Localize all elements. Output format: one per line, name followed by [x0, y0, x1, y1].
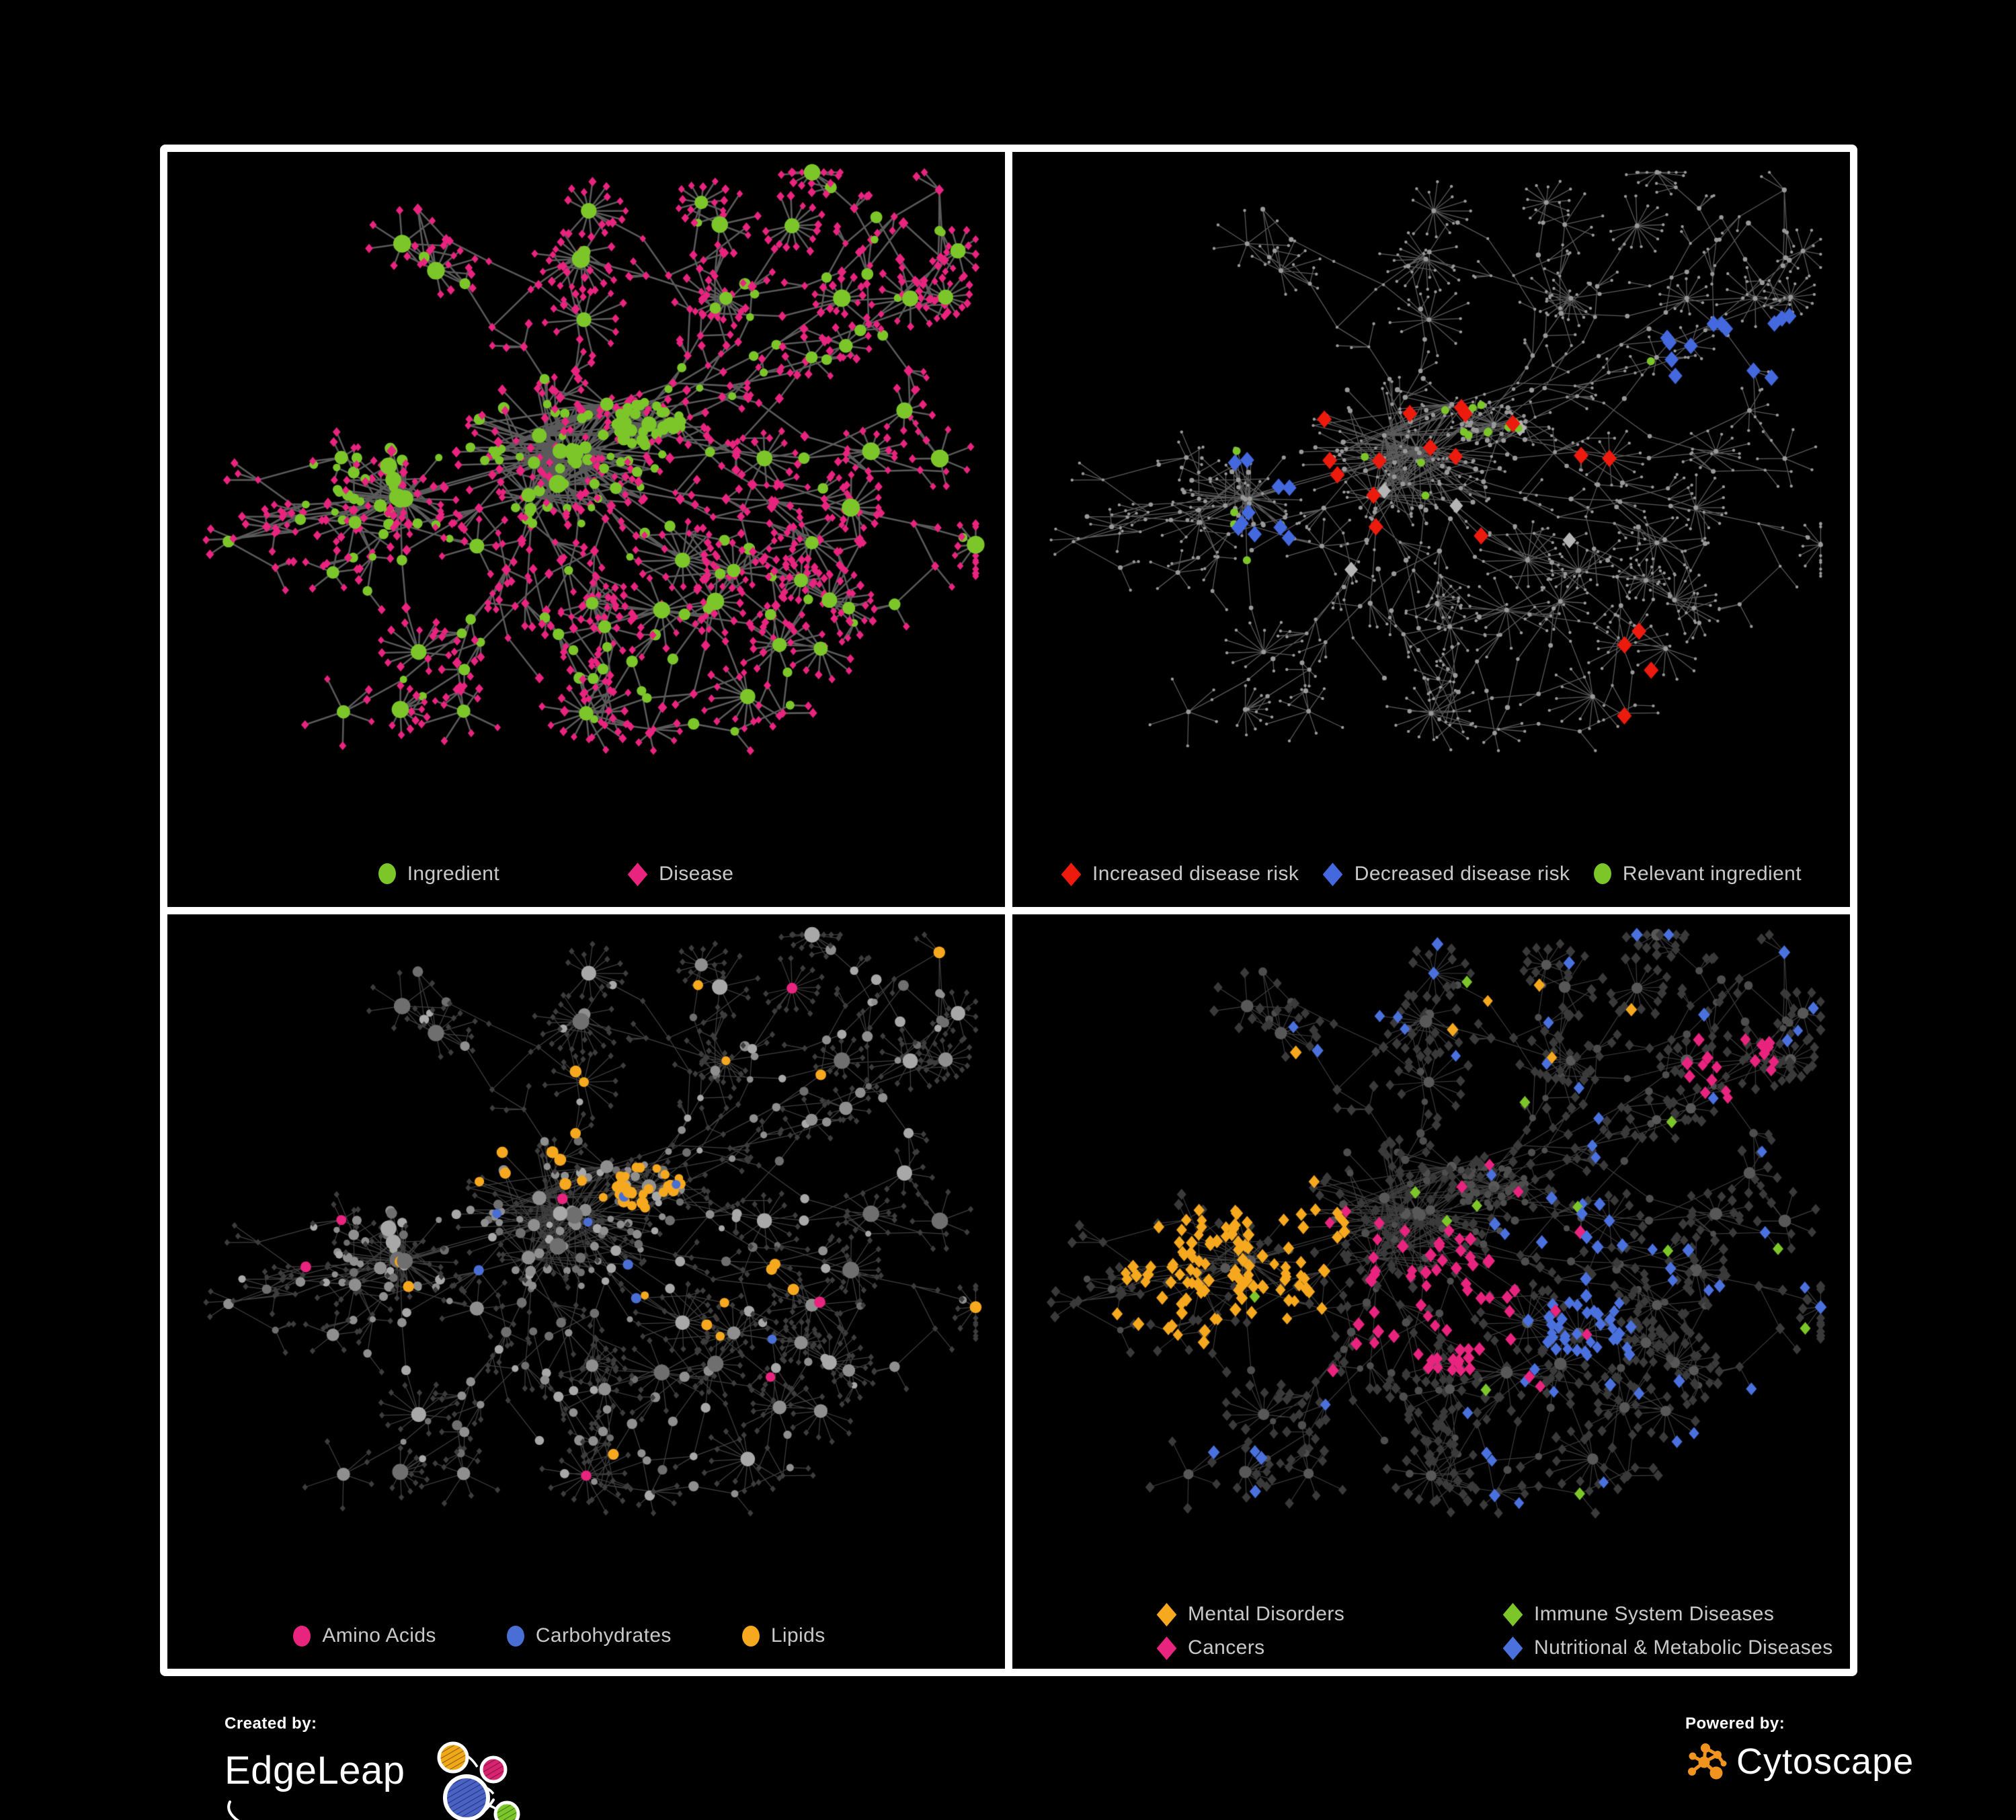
legend-label: Immune System Diseases [1534, 1603, 1775, 1625]
legend-item-amino-acids: Amino Acids [293, 1624, 436, 1647]
powered-by-label: Powered by: [1685, 1714, 1785, 1733]
edgeleap-logo-text: EdgeLeap [225, 1749, 405, 1792]
legend-item-decreased-disease-risk: Decreased disease risk [1322, 861, 1570, 886]
legend-label: Nutritional & Metabolic Diseases [1534, 1636, 1833, 1659]
diamond-swatch-icon [1061, 861, 1081, 886]
legend-item-ingredient: Ingredient [378, 863, 499, 885]
cytoscape-logo: Cytoscape [1685, 1740, 1914, 1783]
network-graph-ingredient-disease [167, 152, 1005, 832]
created-by-block: Created by: [225, 1714, 534, 1820]
network-graph-disease-classes [1012, 914, 1850, 1595]
diamond-swatch-icon [1156, 1602, 1176, 1626]
legend-item-increased-disease-risk: Increased disease risk [1061, 861, 1299, 886]
legend-disease-risk: Increased disease risk Decreased disease … [1012, 855, 1850, 894]
created-by-label: Created by: [225, 1714, 317, 1733]
cytoscape-logo-text: Cytoscape [1736, 1741, 1914, 1782]
legend-item-immune-system-diseases: Immune System Diseases [1502, 1602, 1833, 1626]
circle-swatch-icon [378, 863, 396, 884]
cytoscape-logo-icon [1688, 1743, 1727, 1780]
legend-item-mental-disorders: Mental Disorders [1156, 1602, 1502, 1626]
legend-label: Relevant ingredient [1622, 862, 1802, 885]
circle-swatch-icon [1593, 863, 1611, 884]
panel-disease-classes: Mental Disorders Immune System Diseases Ca… [1012, 914, 1850, 1669]
diamond-swatch-icon [1502, 1636, 1523, 1660]
legend-item-cancers: Cancers [1156, 1636, 1502, 1660]
legend-item-relevant-ingredient: Relevant ingredient [1593, 862, 1802, 885]
edgeleap-logo-icon [227, 1741, 520, 1820]
legend-label: Cancers [1188, 1636, 1265, 1659]
legend-nutrient-classes: Amino Acids Carbohydrates Lipids [167, 1616, 978, 1655]
legend-label: Mental Disorders [1188, 1603, 1345, 1625]
legend-label: Amino Acids [322, 1624, 436, 1647]
diamond-swatch-icon [1502, 1602, 1523, 1626]
legend-label: Disease [659, 862, 734, 885]
legend-ingredient-disease: Ingredient Disease [167, 855, 975, 894]
network-graph-nutrient-classes [167, 914, 1005, 1595]
legend-label: Increased disease risk [1092, 862, 1299, 885]
legend-item-carbohydrates: Carbohydrates [506, 1624, 672, 1647]
legend-item-lipids: Lipids [741, 1624, 825, 1647]
panel-disease-risk: Increased disease risk Decreased disease … [1012, 152, 1850, 907]
legend-label: Lipids [770, 1624, 825, 1647]
circle-swatch-icon [293, 1625, 311, 1647]
powered-by-block: Powered by: Cytoscape [1685, 1714, 1914, 1783]
circle-swatch-icon [506, 1625, 524, 1647]
circle-swatch-icon [741, 1625, 760, 1647]
legend-disease-classes: Mental Disorders Immune System Diseases Ca… [1156, 1602, 1833, 1660]
legend-item-nutritional-metabolic-diseases: Nutritional & Metabolic Diseases [1502, 1636, 1833, 1660]
diamond-swatch-icon [627, 861, 647, 886]
legend-label: Decreased disease risk [1354, 862, 1570, 885]
legend-label: Carbohydrates [535, 1624, 672, 1647]
panel-ingredient-disease: Ingredient Disease [167, 152, 1005, 907]
legend-item-disease: Disease [627, 861, 734, 886]
panel-grid: Ingredient Disease Increased disease risk… [160, 145, 1857, 1676]
edgeleap-logo: EdgeLeap [225, 1739, 534, 1820]
panel-nutrient-classes: Amino Acids Carbohydrates Lipids [167, 914, 1005, 1669]
legend-label: Ingredient [407, 862, 500, 885]
network-graph-disease-risk [1012, 152, 1850, 832]
diamond-swatch-icon [1156, 1636, 1176, 1660]
diamond-swatch-icon [1322, 861, 1343, 886]
